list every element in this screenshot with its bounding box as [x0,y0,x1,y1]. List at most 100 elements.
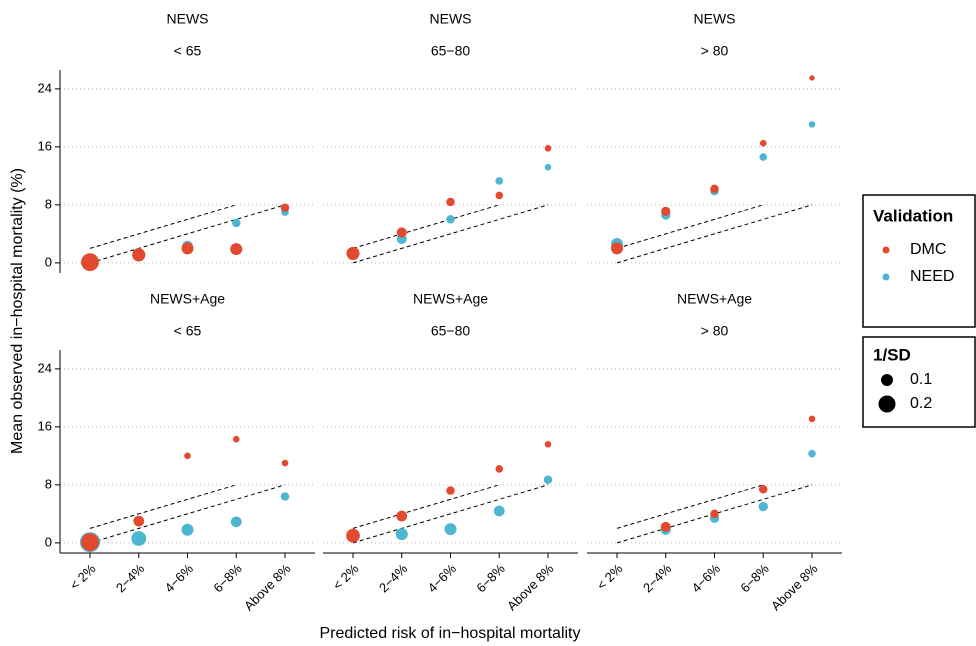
point [543,475,553,485]
legend-marker [882,273,890,281]
point [181,242,194,255]
x-tick-label: Above 8% [768,561,821,614]
point [808,121,816,128]
point [230,243,243,256]
point [759,153,768,161]
point [446,197,455,207]
point [759,139,767,147]
y-tick-label: 8 [45,476,52,491]
point [495,177,504,185]
panel-title: NEWS [430,11,472,27]
point [758,501,768,512]
y-tick-label: 0 [45,534,52,549]
point [493,505,505,517]
x-tick-label: < 2% [67,561,99,593]
x-tick-label: 2−4% [376,561,411,596]
legend-label: NEED [910,268,954,285]
reference-line [616,484,764,529]
x-tick-label: 6−8% [210,561,245,596]
point [396,227,407,238]
panel-title: NEWS+Age [150,291,225,307]
size-legend-title: 1/SD [873,345,911,364]
x-tick-label: 6−8% [473,561,508,596]
y-tick-label: 16 [38,138,52,153]
x-tick-label: Above 8% [241,561,294,614]
reference-line [352,484,500,529]
point [232,218,241,228]
point [710,184,719,194]
panel-subtitle: < 65 [174,323,202,339]
point [81,533,99,552]
reference-line [89,484,286,544]
point [184,452,191,460]
point [444,523,457,536]
point [396,510,408,522]
point [809,75,815,81]
panel-title: NEWS+Age [677,291,752,307]
point [395,528,408,541]
reference-line [616,204,764,249]
size-legend-marker [878,395,896,413]
point [660,521,671,532]
reference-line [89,484,237,529]
y-tick-label: 24 [38,360,52,375]
y-tick-label: 8 [45,196,52,211]
point [131,531,147,546]
panel-subtitle: 65−80 [431,323,471,339]
panel-subtitle: 65−80 [431,43,471,59]
size-legend-label: 0.1 [910,371,932,388]
size-legend-marker [880,373,894,387]
point [544,145,552,152]
x-tick-label: < 2% [330,561,362,593]
x-tick-label: Above 8% [504,561,557,614]
y-axis-title: Mean observed in−hospital mortality (%) [9,168,26,454]
point [230,516,242,528]
legend-marker [882,246,890,254]
point [281,459,289,467]
point [759,484,768,494]
legend-label: DMC [910,241,946,258]
reference-line [352,484,549,544]
panel-subtitle: > 80 [701,43,729,59]
point [495,465,504,473]
point [232,435,240,443]
y-tick-label: 24 [38,80,52,95]
legend-box [862,194,976,328]
reference-line [616,204,813,264]
point [280,203,290,212]
x-tick-label: 2−4% [113,561,148,596]
point [181,523,194,536]
reference-line [352,204,549,264]
x-tick-label: 4−6% [162,561,197,596]
point [544,440,552,448]
point [446,215,455,224]
y-tick-label: 16 [38,418,52,433]
panel-subtitle: > 80 [701,323,729,339]
x-tick-label: 6−8% [737,561,772,596]
point [808,449,816,458]
x-tick-label: 4−6% [689,561,724,596]
x-tick-label: < 2% [594,561,626,593]
x-axis-title: Predicted risk of in−hospital mortality [320,625,581,642]
point [133,515,145,527]
size-legend-label: 0.2 [910,395,932,412]
legend-title: Validation [873,206,953,225]
reference-line [89,204,286,264]
x-tick-label: 2−4% [640,561,675,596]
panel-title: NEWS [694,11,736,27]
reference-line [352,204,500,249]
point [446,486,455,495]
point [81,253,99,272]
point [132,248,146,262]
panel-subtitle: < 65 [174,43,202,59]
reference-line [89,204,237,249]
point [280,492,290,501]
point [710,509,719,519]
panel-title: NEWS+Age [413,291,488,307]
point [544,163,552,171]
y-tick-label: 0 [45,254,52,269]
point [661,206,671,217]
x-tick-label: 4−6% [425,561,460,596]
